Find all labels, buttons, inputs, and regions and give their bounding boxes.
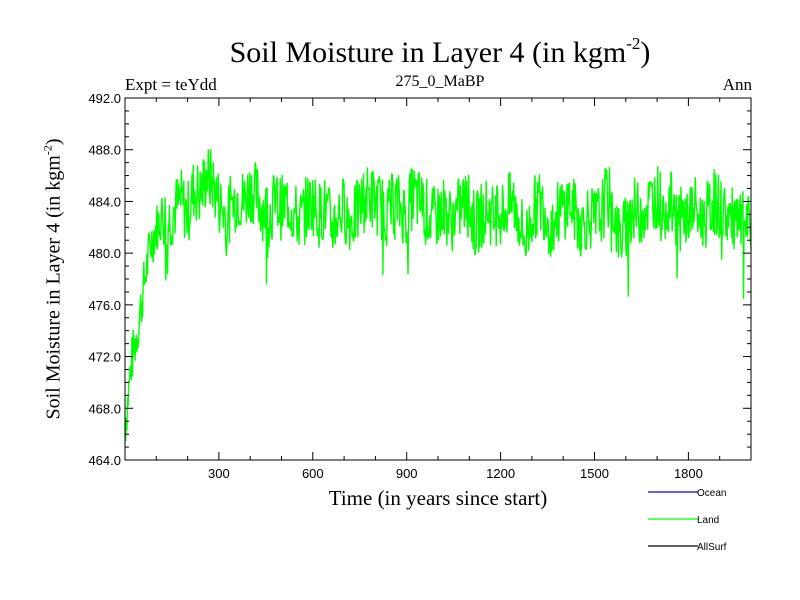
y-tick-label: 492.0 xyxy=(88,91,121,106)
legend-label-ocean: Ocean xyxy=(697,488,726,499)
tick-layer: 300 600 900 1200 1500 1800 464.0 468.0 472.0 476.… xyxy=(88,91,751,481)
x-tick-label: 300 xyxy=(208,466,230,481)
chart-title: Soil Moisture in Layer 4 (in kgm-2) xyxy=(229,34,651,69)
legend-label-allsurf: AllSurf xyxy=(697,542,727,553)
x-axis-label: Time (in years since start) xyxy=(328,486,548,510)
y-tick-label: 464.0 xyxy=(88,453,121,468)
y-tick-label: 472.0 xyxy=(88,350,121,365)
plot-frame xyxy=(124,97,752,461)
experiment-label: Expt = teYdd xyxy=(125,75,217,94)
series-layer xyxy=(124,149,752,442)
series-line-land xyxy=(124,149,752,442)
legend-label-land: Land xyxy=(697,515,719,526)
y-tick-label: 484.0 xyxy=(88,194,121,209)
x-tick-label: 1200 xyxy=(486,466,515,481)
y-tick-label: 480.0 xyxy=(88,246,121,261)
x-tick-label: 1500 xyxy=(580,466,609,481)
x-tick-label: 1800 xyxy=(674,466,703,481)
x-tick-label: 600 xyxy=(302,466,324,481)
legend: Ocean Land AllSurf xyxy=(648,488,727,553)
season-label: Ann xyxy=(722,75,752,94)
y-tick-label: 468.0 xyxy=(88,401,121,416)
period-label: 275_0_MaBP xyxy=(395,73,485,90)
y-tick-label: 488.0 xyxy=(88,143,121,158)
y-tick-label: 476.0 xyxy=(88,298,121,313)
x-tick-label: 900 xyxy=(396,466,418,481)
